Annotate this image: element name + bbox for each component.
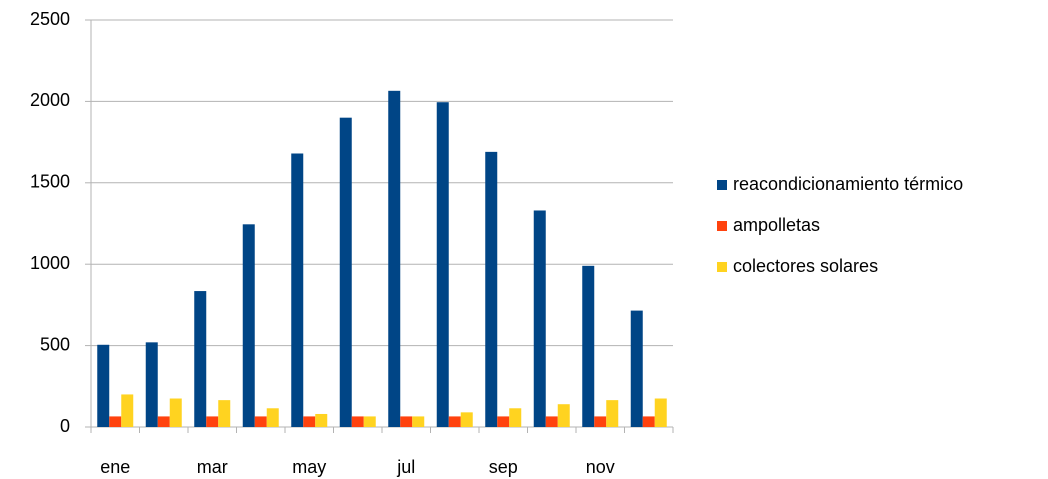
bar	[557, 404, 570, 427]
legend-label: ampolletas	[733, 215, 820, 235]
bar	[109, 416, 122, 427]
bar	[533, 210, 546, 427]
x-tick-label: nov	[586, 457, 615, 477]
bar	[545, 416, 558, 427]
bar	[97, 344, 110, 427]
bar	[497, 416, 510, 427]
y-tick-label: 1000	[30, 253, 70, 273]
legend-swatch	[717, 262, 727, 272]
bar	[145, 342, 158, 427]
legend-label: colectores solares	[733, 256, 878, 276]
bar	[206, 416, 219, 427]
x-tick-label: sep	[489, 457, 518, 477]
bar	[351, 416, 364, 427]
bar	[169, 398, 182, 427]
bar	[654, 398, 667, 427]
bar	[400, 416, 413, 427]
bar	[460, 412, 473, 427]
x-tick-label: may	[292, 457, 326, 477]
x-tick-label: mar	[197, 457, 228, 477]
y-tick-label: 2500	[30, 9, 70, 29]
bar	[254, 416, 267, 427]
bar	[291, 153, 304, 427]
bar	[606, 400, 619, 427]
bar	[485, 151, 498, 428]
y-tick-label: 2000	[30, 90, 70, 110]
bar	[218, 400, 231, 427]
x-tick-label: jul	[396, 457, 415, 477]
x-tick-label: ene	[100, 457, 130, 477]
y-tick-label: 500	[40, 334, 70, 354]
bar	[339, 117, 352, 428]
bar	[412, 416, 425, 427]
bar	[315, 413, 328, 427]
bar	[242, 224, 255, 427]
bar	[194, 291, 207, 427]
bar	[642, 416, 655, 427]
bar	[630, 310, 643, 427]
y-tick-label: 0	[60, 416, 70, 436]
legend-label: reacondicionamiento térmico	[733, 174, 963, 194]
bar	[121, 394, 134, 427]
legend-swatch	[717, 180, 727, 190]
bar	[266, 408, 279, 427]
bar	[303, 416, 316, 427]
bar	[157, 416, 170, 427]
bar	[388, 90, 401, 428]
bar	[363, 416, 376, 427]
y-tick-label: 1500	[30, 172, 70, 192]
bar	[594, 416, 607, 427]
bar	[509, 408, 522, 427]
bar	[582, 265, 595, 427]
bar	[448, 416, 461, 427]
bar	[436, 102, 449, 428]
legend-swatch	[717, 221, 727, 231]
